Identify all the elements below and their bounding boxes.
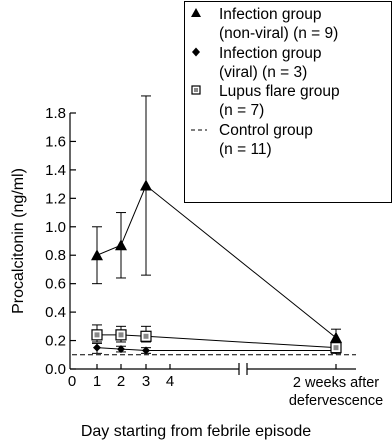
legend-label-lupus-line2: (n = 7) xyxy=(219,102,265,120)
square-marker-fill xyxy=(118,332,124,338)
legend-item-viral: Infection group (viral) (n = 3) xyxy=(185,44,391,83)
legend: Infection group (non-viral) (n = 9) Infe… xyxy=(184,1,392,203)
x-tick-label: 2 xyxy=(117,373,125,390)
legend-label-control-line2: (n = 11) xyxy=(219,141,272,159)
y-tick-label: 0.6 xyxy=(45,276,66,293)
legend-label-viral-line2: (viral) (n = 3) xyxy=(219,63,308,81)
legend-label-nonviral-line2: (non-viral) (n = 9) xyxy=(219,25,339,43)
series-line xyxy=(96,347,336,352)
y-tick-label: 1.8 xyxy=(45,105,66,122)
x-axis-title: Day starting from febrile episode xyxy=(81,423,311,440)
x-tick-label: 1 xyxy=(93,373,101,390)
y-tick-label: 1.6 xyxy=(45,133,66,150)
dashed-line-icon xyxy=(191,129,207,131)
legend-item-nonviral: Infection group (non-viral) (n = 9) xyxy=(185,5,391,44)
series-line xyxy=(97,334,337,349)
x-tick-label: 0 xyxy=(68,373,76,390)
y-tick-label: 1.4 xyxy=(45,162,66,179)
x-break-label: 2 weeks after xyxy=(293,375,379,391)
y-tick-label: 0.8 xyxy=(45,247,66,264)
x-break-label: defervescence xyxy=(289,393,383,409)
legend-label-control-line1: Control group xyxy=(219,121,313,139)
legend-label-lupus-line1: Lupus flare group xyxy=(219,83,340,101)
y-tick-label: 0.4 xyxy=(45,304,66,321)
legend-item-control: Control group (n = 11) xyxy=(185,121,391,160)
triangle-marker xyxy=(140,179,152,191)
legend-item-lupus: Lupus flare group (n = 7) xyxy=(185,82,391,121)
square-marker-fill xyxy=(333,345,339,351)
triangle-marker xyxy=(115,239,127,251)
series-line xyxy=(96,184,337,339)
y-tick-label: 1.0 xyxy=(45,219,66,236)
square-icon xyxy=(191,85,201,95)
legend-label-viral-line1: Infection group xyxy=(219,44,322,62)
y-tick-label: 1.2 xyxy=(45,190,66,207)
y-tick-label: 0.2 xyxy=(45,333,66,350)
diamond-icon xyxy=(192,47,200,57)
triangle-marker xyxy=(91,249,103,261)
triangle-marker xyxy=(330,331,342,343)
x-tick-label: 3 xyxy=(142,373,150,390)
diamond-marker xyxy=(117,345,125,354)
legend-label-nonviral-line1: Infection group xyxy=(219,6,322,23)
y-tick-label: 0.0 xyxy=(45,361,66,378)
diamond-marker xyxy=(142,346,150,355)
square-marker-fill xyxy=(94,332,100,338)
diamond-marker xyxy=(93,343,101,352)
y-axis-title: Procalcitonin (ng/ml) xyxy=(10,168,27,314)
triangle-icon xyxy=(191,8,201,17)
square-marker-fill xyxy=(143,333,149,339)
x-tick-label: 4 xyxy=(166,373,174,390)
